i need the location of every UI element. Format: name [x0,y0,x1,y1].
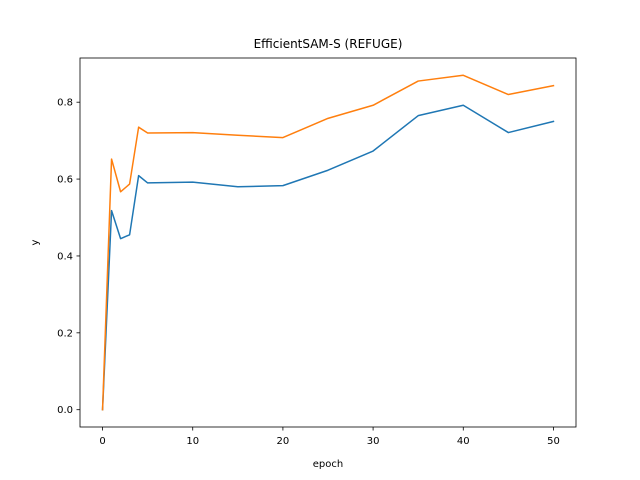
x-tick-label: 50 [547,436,560,447]
series-line-1 [101,104,555,411]
series-line-2 [101,74,555,411]
chart-title: EfficientSAM-S (REFUGE) [254,37,403,51]
y-tick-label: 0.6 [57,175,73,186]
y-tick-label: 0.8 [57,98,73,109]
x-tick-label: 20 [277,436,290,447]
x-tick-label: 40 [457,436,470,447]
y-tick-label: 0.0 [57,405,73,416]
series-lines [101,74,555,411]
x-tick-label: 10 [186,436,199,447]
x-axis-label: epoch [313,459,343,470]
y-axis-label: y [30,239,41,245]
y-tick-label: 0.2 [57,328,73,339]
x-tick-label: 30 [367,436,380,447]
x-axis-ticks: 0 10 20 30 40 50 [99,427,560,447]
x-tick-label: 0 [99,436,105,447]
y-axis-ticks: 0.0 0.2 0.4 0.6 0.8 [57,98,80,416]
plot-area-frame [79,57,577,428]
y-tick-label: 0.4 [57,251,73,262]
